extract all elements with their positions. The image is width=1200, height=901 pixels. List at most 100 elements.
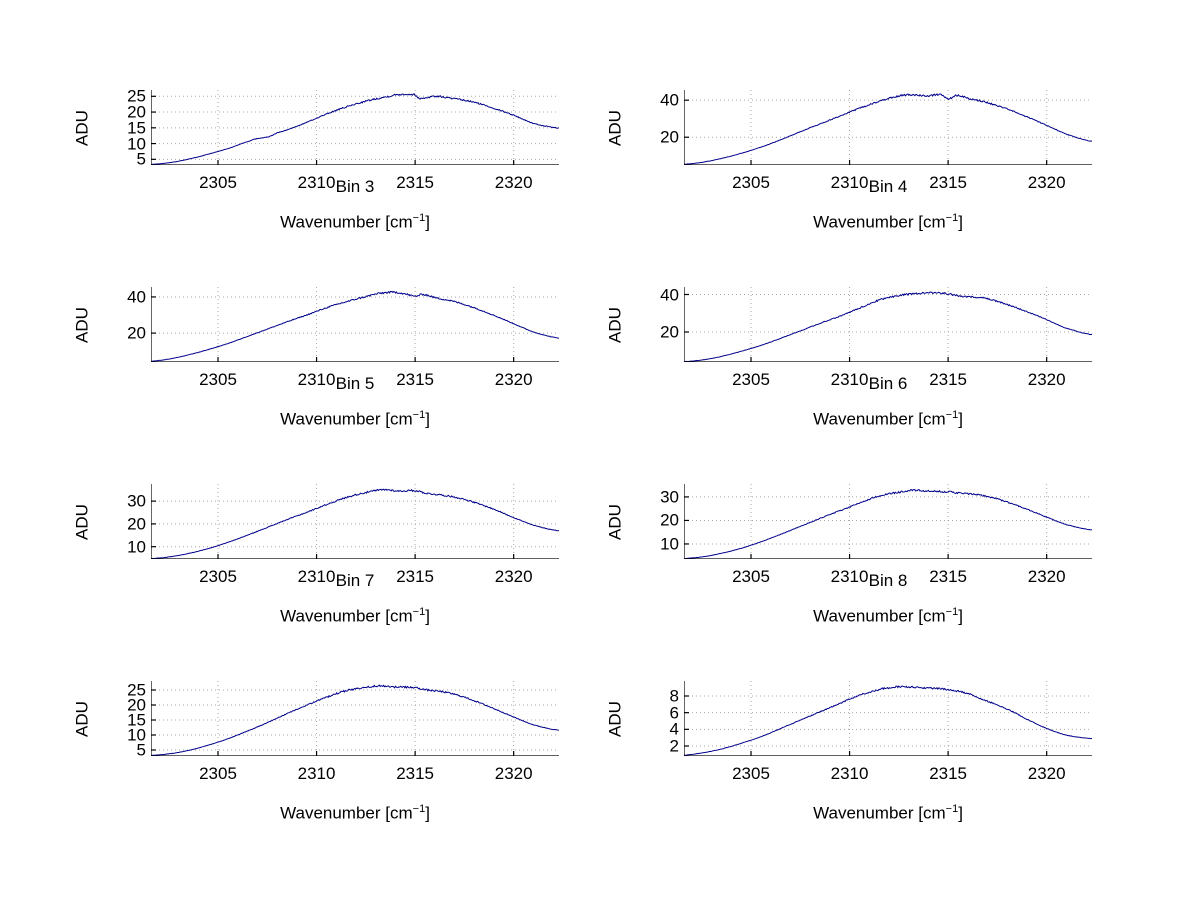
x-tick-label: 2315: [929, 370, 968, 389]
x-tick-label: 2320: [494, 567, 533, 586]
y-tick-label: 20: [127, 323, 146, 343]
y-axis-label: ADU: [72, 109, 91, 146]
x-axis-label: Wavenumber [cm−1]: [813, 212, 963, 232]
x-tick-label: 2310: [830, 173, 869, 192]
panel-bin-7: Bin 7 5 10 15 20 25 ADU 2305 2310 2315 2320 Wavenum…: [0, 571, 600, 823]
x-tick-label: 2315: [929, 173, 968, 192]
spectrum-trace: [151, 290, 559, 362]
y-tick-label: 10: [127, 725, 146, 745]
axes-area: [151, 681, 559, 756]
x-tick-label: 2310: [297, 370, 336, 389]
y-tick-label: 15: [127, 710, 146, 730]
x-tick-label: 2310: [830, 370, 869, 389]
spectrum-trace: [684, 291, 1092, 362]
x-tick-label: 2310: [297, 764, 336, 783]
plot-canvas: [151, 681, 559, 756]
y-tick-label: 40: [660, 285, 679, 304]
y-tick-label: 10: [127, 537, 146, 557]
y-tick-label: 25: [127, 680, 146, 700]
x-tick-label: 2315: [396, 370, 435, 389]
x-tick-label: 2310: [297, 567, 336, 586]
plot-canvas: [151, 287, 559, 362]
x-tick-label: 2315: [396, 764, 435, 783]
x-tick-label: 2315: [929, 567, 968, 586]
spectrum-trace: [151, 93, 559, 165]
panel-bin-8: Bin 8 2 4 6 8 ADU 2305 2310 2315 2320 Wavenumber […: [533, 571, 1133, 823]
x-tick-label: 2310: [830, 567, 869, 586]
y-tick-label: 20: [660, 322, 679, 342]
y-tick-labels: 10 20 30: [91, 484, 146, 559]
y-tick-label: 4: [669, 719, 679, 739]
y-tick-label: 40: [127, 287, 146, 307]
axes-area: [151, 90, 559, 165]
y-axis-label: ADU: [72, 503, 91, 540]
y-tick-label: 10: [127, 134, 146, 154]
panel-bin-5: Bin 5 10 20 30 ADU 2305 2310 2315 2320 Wavenumber…: [0, 374, 600, 626]
y-tick-label: 20: [127, 102, 146, 122]
panel-title: Bin 6: [868, 374, 908, 393]
y-axis-label: ADU: [605, 109, 624, 146]
y-tick-label: 30: [127, 491, 146, 511]
panel-title: Bin 8: [868, 571, 908, 590]
x-tick-label: 2315: [396, 173, 435, 192]
axes-area: [684, 484, 1092, 559]
spectrum-trace: [684, 685, 1092, 756]
x-tick-label: 2310: [297, 173, 336, 192]
x-tick-label: 2305: [732, 567, 770, 586]
spectrum-trace: [151, 684, 559, 756]
y-axis-label: ADU: [605, 503, 624, 540]
panel-bin-2: Bin 22040ADU2305231023152320Wavenumber […: [533, 0, 1133, 232]
panel-bin-4: Bin 4 20 40 ADU 2305 2310 2315 2320 Wavenumber […: [533, 177, 1133, 429]
plot-canvas: [684, 681, 1092, 756]
y-tick-label: 8: [669, 686, 679, 706]
plot-canvas: [684, 287, 1092, 362]
y-axis-label: ADU: [605, 700, 624, 737]
x-tick-label: 2315: [929, 764, 968, 783]
x-axis-label: Wavenumber [cm−1]: [280, 212, 430, 232]
panel-title: Bin 5: [335, 374, 375, 393]
y-tick-labels: 20 40: [624, 90, 679, 165]
plot-canvas: [151, 90, 559, 165]
x-tick-label: 2305: [199, 370, 237, 389]
y-tick-labels: 20 40: [91, 287, 146, 362]
y-tick-label: 10: [660, 534, 679, 554]
spectrum-trace: [684, 93, 1092, 165]
x-axis-label: Wavenumber [cm−1]: [280, 606, 430, 626]
y-tick-label: 6: [669, 703, 679, 723]
x-axis-label: Wavenumber [cm−1]: [280, 803, 430, 823]
x-tick-label: 2320: [1027, 370, 1066, 389]
y-axis-label: ADU: [605, 306, 624, 343]
panel-bin-1: Bin 1510152025ADU2305231023152320Wavenum…: [0, 0, 600, 232]
x-tick-label: 2320: [494, 764, 533, 783]
y-tick-label: 20: [660, 127, 679, 147]
y-tick-label: 20: [127, 514, 146, 534]
y-tick-label: 30: [660, 487, 679, 507]
y-tick-label: 15: [127, 118, 146, 138]
x-axis-label: Wavenumber [cm−1]: [280, 409, 430, 429]
y-tick-labels: 5 10 15 20 25: [91, 88, 146, 169]
x-tick-label: 2305: [199, 173, 237, 192]
x-tick-label: 2305: [199, 567, 237, 586]
y-tick-label: 5: [136, 740, 146, 760]
axes-area: [684, 287, 1092, 362]
panel-title: Bin 3: [335, 177, 375, 196]
x-axis-label: Wavenumber [cm−1]: [813, 606, 963, 626]
panel-bin-3: Bin 3 20 40 ADU 2305 2310 2315 2320 Wavenumber […: [0, 177, 600, 429]
y-axis-label: ADU: [72, 306, 91, 343]
x-tick-label: 2320: [1027, 173, 1066, 192]
x-tick-label: 2310: [830, 764, 869, 783]
y-tick-label: 2: [669, 736, 679, 756]
x-axis-label: Wavenumber [cm−1]: [813, 409, 963, 429]
plot-canvas: [151, 484, 559, 559]
x-tick-label: 2320: [1027, 764, 1066, 783]
spectrum-trace: [151, 488, 559, 559]
x-tick-label: 2305: [732, 370, 770, 389]
x-tick-label: 2305: [732, 764, 770, 783]
panel-bin-6: Bin 6 10 20 30 ADU 2305 2310 2315 2320 Wavenumber…: [533, 374, 1133, 626]
panel-title: Bin 4: [868, 177, 908, 196]
x-tick-label: 2320: [494, 370, 533, 389]
y-axis-label: ADU: [72, 700, 91, 737]
y-tick-label: 5: [136, 149, 146, 169]
x-tick-label: 2305: [199, 764, 237, 783]
y-tick-label: 20: [127, 695, 146, 715]
